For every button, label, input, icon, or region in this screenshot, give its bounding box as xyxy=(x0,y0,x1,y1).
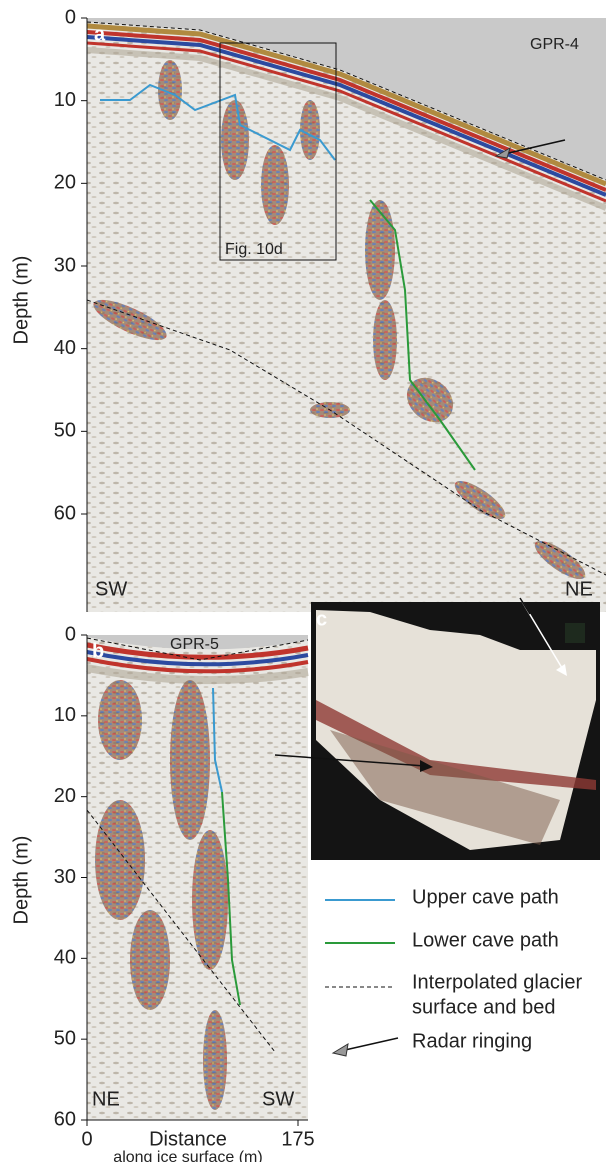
panel-a: Fig. 10d a GPR-4 SW NE Depth (m) xyxy=(10,18,606,612)
x-axis-title: along ice surface (m) xyxy=(113,1149,262,1162)
figure: Fig. 10d a GPR-4 SW NE Depth (m) b GPR-5… xyxy=(0,0,606,1162)
legend: Upper cave path Lower cave path Interpol… xyxy=(325,886,582,1056)
profile-label: GPR-5 xyxy=(170,636,219,653)
legend-label: Upper cave path xyxy=(412,886,559,908)
right-label: NE xyxy=(565,578,593,600)
y-tick-label: 20 xyxy=(54,785,76,807)
box-label: Fig. 10d xyxy=(225,241,283,258)
right-label: SW xyxy=(262,1088,294,1110)
x-axis-title: Distance xyxy=(149,1128,227,1150)
legend-swatch xyxy=(345,1038,398,1050)
y-tick-label: 50 xyxy=(54,420,76,442)
y-axis-title: Depth (m) xyxy=(10,256,32,345)
x-tick-label: 0 xyxy=(81,1128,92,1150)
legend-label: Lower cave path xyxy=(412,929,559,951)
panel-label: a xyxy=(94,23,106,45)
legend-label: surface and bed xyxy=(412,996,555,1018)
panel-label: b xyxy=(92,640,104,662)
y-tick-label: 0 xyxy=(65,623,76,645)
left-label: NE xyxy=(92,1088,120,1110)
y-tick-label: 50 xyxy=(54,1027,76,1049)
y-tick-label: 60 xyxy=(54,1108,76,1130)
y-tick-label: 40 xyxy=(54,947,76,969)
y-tick-label: 0 xyxy=(65,6,76,28)
legend-label: Radar ringing xyxy=(412,1030,532,1052)
y-axis-title: Depth (m) xyxy=(10,836,32,925)
y-tick-label: 30 xyxy=(54,866,76,888)
y-tick-label: 10 xyxy=(54,89,76,111)
panel-c: c xyxy=(275,598,600,860)
y-tick-label: 40 xyxy=(54,337,76,359)
y-tick-label: 60 xyxy=(54,502,76,524)
panel-label: c xyxy=(316,608,327,630)
y-tick-label: 10 xyxy=(54,704,76,726)
profile-label: GPR-4 xyxy=(530,36,579,53)
marker xyxy=(565,623,585,643)
left-label: SW xyxy=(95,578,127,600)
x-tick-label: 175 xyxy=(281,1128,314,1150)
y-tick-label: 20 xyxy=(54,172,76,194)
legend-label: Interpolated glacier xyxy=(412,971,582,993)
legend-swatch xyxy=(333,1044,348,1056)
y-tick-label: 30 xyxy=(54,254,76,276)
